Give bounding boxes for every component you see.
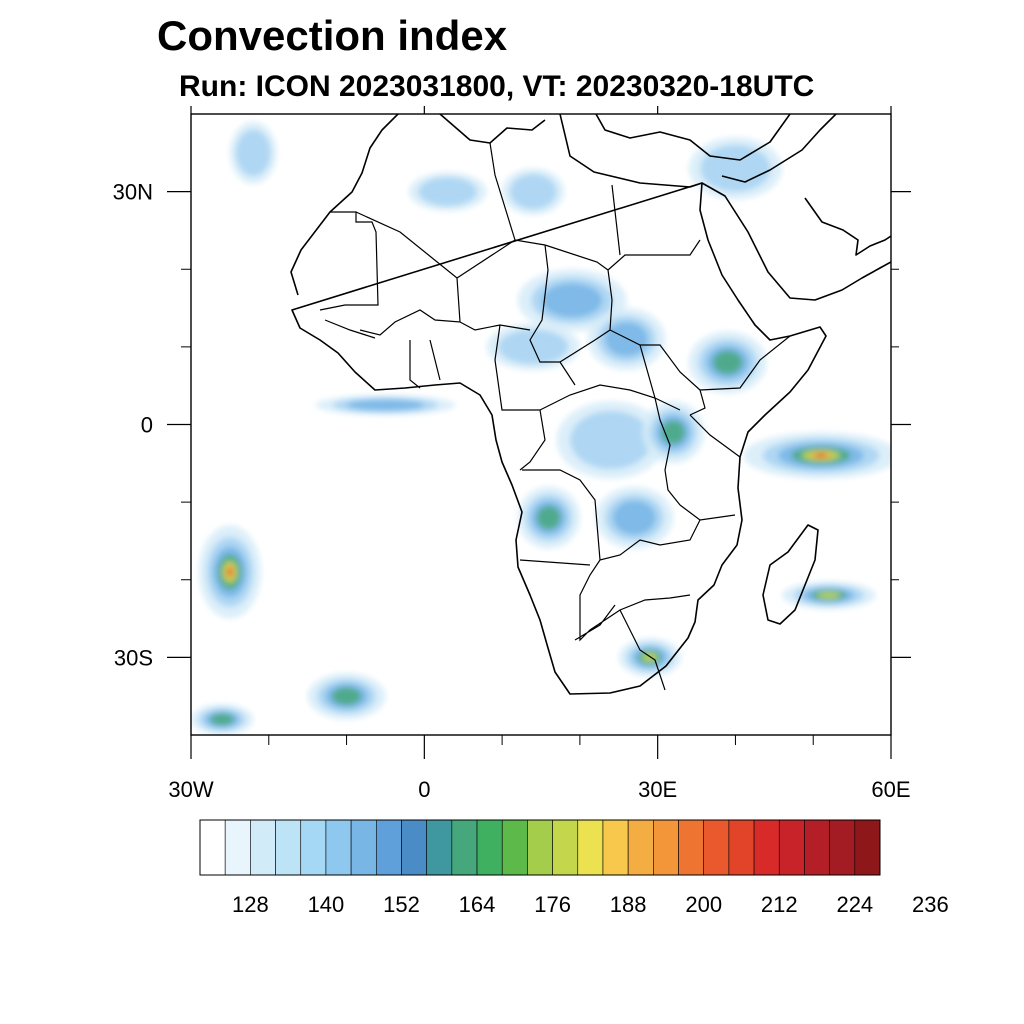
- field-region: [509, 174, 557, 210]
- field-region: [605, 322, 648, 357]
- convection-field: [191, 121, 891, 735]
- field-region: [612, 500, 656, 535]
- field-region: [418, 177, 477, 207]
- field-region: [331, 687, 362, 706]
- country-borders: [319, 142, 791, 691]
- colorbar-swatch: [602, 819, 629, 876]
- field-region: [815, 453, 827, 458]
- colorbar-label: 200: [685, 892, 722, 917]
- colorbar-swatch: [350, 819, 377, 876]
- map-axes: 30W 0 30E 60E 30N 0 30S: [113, 106, 911, 802]
- colorbar: 128 140 152 164 176 188 200 212 224 236: [199, 819, 949, 917]
- colorbar-swatch: [250, 819, 276, 876]
- colorbar-label: 236: [912, 892, 949, 917]
- mediterranean-north: [595, 114, 791, 161]
- colorbar-label: 128: [232, 892, 269, 917]
- colorbar-swatch: [325, 819, 352, 876]
- field-region: [570, 410, 652, 470]
- colorbar-swatch: [577, 819, 604, 876]
- colorbar-swatch: [401, 819, 427, 876]
- colorbar-label: 164: [459, 892, 496, 917]
- colorbar-swatch: [451, 819, 478, 876]
- field-region: [817, 591, 841, 599]
- lat-tick-label: 30N: [113, 180, 153, 205]
- colorbar-swatch: [854, 819, 881, 876]
- field-region: [542, 283, 603, 318]
- colorbar-swatch: [653, 819, 679, 876]
- colorbar-swatch: [678, 819, 705, 876]
- colorbar-swatch: [627, 819, 654, 876]
- colorbar-label: 188: [610, 892, 647, 917]
- colorbar-swatch: [703, 819, 730, 876]
- colorbar-swatch: [300, 819, 327, 876]
- colorbar-swatch: [476, 819, 503, 876]
- coastlines: [290, 114, 891, 695]
- lat-tick-label: 0: [141, 413, 153, 438]
- field-region: [227, 568, 233, 576]
- colorbar-swatch: [778, 819, 805, 876]
- field-region: [346, 399, 424, 411]
- colorbar-frame: [199, 819, 881, 876]
- colorbar-label: 224: [836, 892, 873, 917]
- map-title: Convection index: [157, 12, 508, 59]
- colorbar-swatch: [829, 819, 856, 876]
- field-region: [536, 505, 561, 530]
- colorbar-swatch: [728, 819, 755, 876]
- colorbar-label: 176: [534, 892, 571, 917]
- colorbar-label: 152: [383, 892, 420, 917]
- lon-tick-label: 0: [418, 777, 430, 802]
- colorbar-swatch: [426, 819, 453, 876]
- persian-gulf: [804, 197, 891, 256]
- colorbar-label: 212: [761, 892, 798, 917]
- colorbar-swatch: [275, 819, 302, 876]
- africa-coastline: [290, 114, 827, 695]
- colorbar-swatch: [552, 819, 579, 876]
- madagascar: [762, 524, 819, 625]
- lon-tick-label: 30W: [168, 777, 213, 802]
- field-region: [712, 350, 743, 375]
- border-lines: [319, 142, 791, 691]
- colorbar-swatch: [804, 819, 830, 876]
- map-subtitle: Run: ICON 2023031800, VT: 20230320-18UTC: [179, 70, 815, 103]
- colorbar-swatch: [753, 819, 780, 876]
- lon-tick-label: 30E: [638, 777, 677, 802]
- field-blobs: [191, 121, 891, 735]
- arabia-coast: [701, 182, 891, 301]
- colorbar-swatch: [501, 819, 528, 876]
- colorbar-swatch: [527, 819, 553, 876]
- colorbar-swatch: [375, 819, 402, 876]
- field-region: [210, 713, 234, 726]
- field-region: [700, 145, 771, 192]
- colorbar-swatch: [224, 819, 251, 876]
- field-region: [235, 129, 271, 177]
- colorbar-swatch: [199, 819, 226, 876]
- colorbar-label: 140: [308, 892, 345, 917]
- lon-tick-label: 60E: [871, 777, 910, 802]
- red-sea-east: [721, 114, 837, 183]
- lat-tick-label: 30S: [114, 645, 153, 670]
